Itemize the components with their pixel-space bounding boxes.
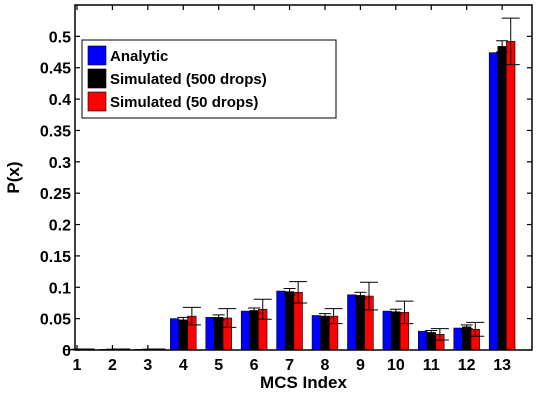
legend-swatch-3 [87, 91, 107, 112]
bar-1-12 [453, 327, 463, 351]
bar-1-5 [205, 317, 215, 351]
y-tick-label: 0.15 [40, 249, 71, 266]
x-tick-label: 10 [387, 357, 405, 374]
y-tick-label: 0.35 [40, 123, 71, 140]
x-tick-label: 6 [250, 357, 259, 374]
x-tick-label: 3 [143, 357, 152, 374]
x-tick-label: 11 [423, 357, 440, 374]
bar-1-4 [170, 318, 180, 351]
x-tick-label: 2 [108, 357, 117, 374]
y-tick-label: 0.4 [49, 92, 71, 109]
legend-swatch-2 [87, 68, 107, 89]
plot-frame [74, 4, 533, 351]
y-tick-label: 0.25 [40, 186, 71, 203]
x-tick-label: 7 [285, 357, 294, 374]
y-axis-title: P(x) [4, 161, 23, 193]
bar-1-8 [311, 315, 321, 351]
x-axis-ticks: 1 2 3 4 5 6 7 8 9 10 11 12 13 [73, 5, 511, 374]
y-tick-label: 0 [62, 343, 71, 360]
legend-label-3: Simulated (50 drops) [110, 94, 258, 111]
legend-swatch-1 [87, 45, 107, 66]
y-tick-label: 0.2 [49, 218, 71, 235]
legend-label-2: Simulated (500 drops) [110, 71, 267, 88]
y-tick-label: 0.45 [40, 61, 71, 78]
x-tick-label: 5 [214, 357, 223, 374]
x-axis-title: MCS Index [260, 373, 347, 392]
bar-1-13 [488, 52, 499, 351]
x-tick-label: 4 [179, 357, 188, 374]
y-tick-label: 0.3 [49, 155, 71, 172]
bar-2-9 [355, 295, 366, 351]
bar-3-13 [506, 41, 516, 351]
bar-2-6 [249, 310, 259, 351]
bar-1-9 [347, 294, 357, 351]
x-tick-label: 9 [356, 357, 365, 374]
y-tick-label: 0.5 [49, 29, 71, 46]
bar-1-10 [382, 310, 392, 351]
bar-1-6 [240, 310, 251, 351]
x-tick-label: 1 [73, 357, 82, 374]
bar-2-8 [320, 315, 330, 351]
bar-1-7 [276, 290, 286, 351]
legend-box [81, 39, 337, 119]
y-axis-ticks: 0 0.05 0.1 0.15 0.2 0.25 0.3 0.35 0.4 0.45 0.5 [40, 29, 532, 360]
y-tick-label: 0.1 [49, 280, 71, 297]
x-tick-label: 8 [321, 357, 330, 374]
x-tick-label: 13 [493, 357, 511, 374]
bar-2-13 [497, 46, 507, 351]
legend: Analytic Simulated (500 drops) Simulated (… [81, 39, 337, 119]
bar-2-10 [391, 311, 401, 351]
bar-2-7 [284, 291, 295, 351]
error-bars-group [71, 17, 520, 351]
x-tick-label: 12 [458, 357, 476, 374]
y-tick-label: 0.05 [40, 312, 71, 329]
legend-label-1: Analytic [110, 48, 168, 65]
